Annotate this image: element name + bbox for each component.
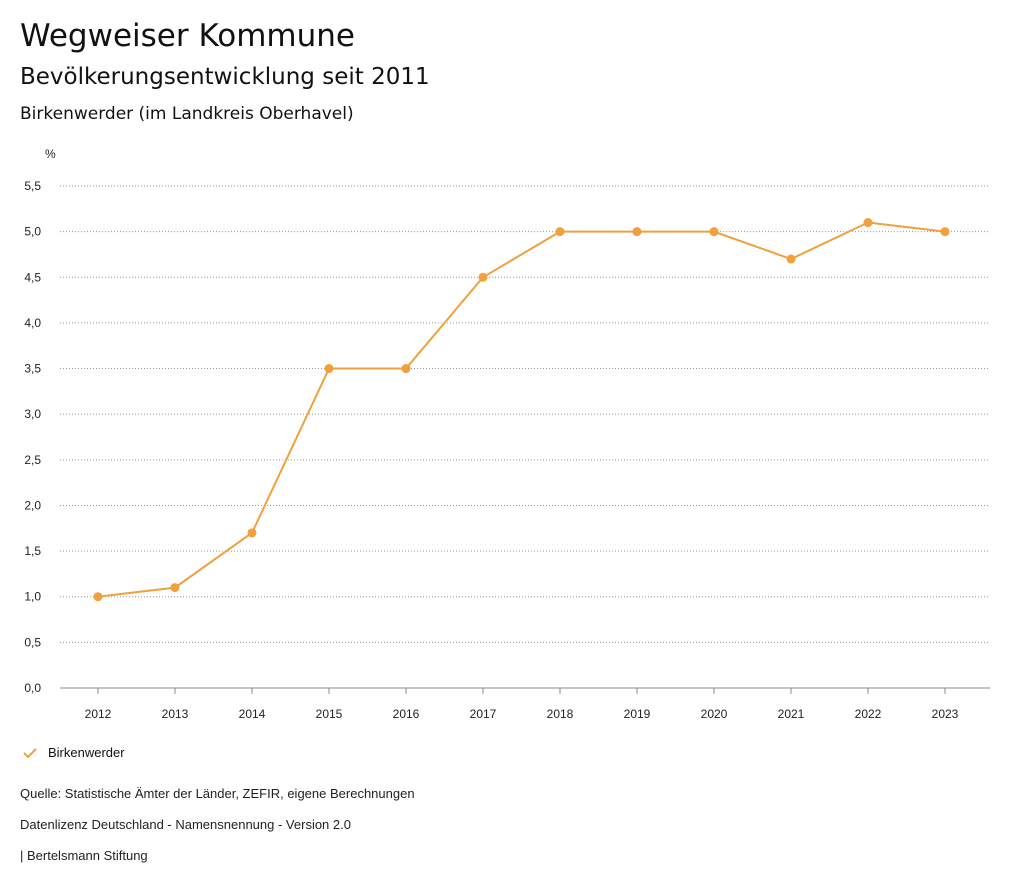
series-line-birkenwerder <box>97 221 946 598</box>
region-label: Birkenwerder (im Landkreis Oberhavel) <box>20 104 354 124</box>
x-tick-label: 2018 <box>547 707 574 721</box>
line-chart: % 0,0 0,5 1,0 1,5 2,0 2,5 3,0 3,5 4,0 4,5 5,0 5,5 2… <box>24 147 990 721</box>
x-tick-label: 2013 <box>162 707 189 721</box>
y-tick-label: 3,0 <box>24 407 41 421</box>
source-text: Quelle: Statistische Ämter der Länder, Z… <box>20 786 415 801</box>
y-tick-label: 3,5 <box>24 362 41 376</box>
check-icon <box>23 747 37 758</box>
y-tick-label: 4,5 <box>24 270 41 284</box>
y-tick-label: 1,5 <box>24 544 41 558</box>
x-tick-label: 2012 <box>85 707 112 721</box>
y-tick-label: 4,0 <box>24 316 41 330</box>
y-tick-label: 2,0 <box>24 498 41 512</box>
x-tick-label: 2020 <box>701 707 728 721</box>
x-tick-label: 2022 <box>855 707 882 721</box>
data-point[interactable] <box>170 583 180 593</box>
y-tick-label: 0,0 <box>24 681 41 695</box>
data-point[interactable] <box>478 272 488 282</box>
y-tick-label: 5,0 <box>24 225 41 239</box>
page-title: Wegweiser Kommune <box>20 18 355 54</box>
data-point[interactable] <box>632 227 642 237</box>
y-tick-label: 1,0 <box>24 590 41 604</box>
data-point[interactable] <box>709 227 719 237</box>
data-point[interactable] <box>863 218 873 228</box>
data-point[interactable] <box>401 364 411 374</box>
data-point[interactable] <box>247 528 257 538</box>
legend-item-birkenwerder[interactable]: Birkenwerder <box>22 745 125 760</box>
y-tick-label: 0,5 <box>24 635 41 649</box>
x-tick-label: 2019 <box>624 707 651 721</box>
x-tick-label: 2017 <box>470 707 497 721</box>
data-point[interactable] <box>940 227 950 237</box>
x-tick-label: 2023 <box>932 707 959 721</box>
data-point[interactable] <box>786 254 796 264</box>
publisher-text: | Bertelsmann Stiftung <box>20 848 148 863</box>
x-tick-label: 2021 <box>778 707 805 721</box>
x-tick-label: 2016 <box>393 707 420 721</box>
data-point[interactable] <box>324 364 334 374</box>
data-point[interactable] <box>555 227 565 237</box>
chart-subtitle: Bevölkerungsentwicklung seit 2011 <box>20 64 430 90</box>
x-tick-label: 2014 <box>239 707 266 721</box>
license-text: Datenlizenz Deutschland - Namensnennung … <box>20 817 351 832</box>
legend-label: Birkenwerder <box>48 745 125 760</box>
data-point[interactable] <box>93 592 103 602</box>
x-tick-label: 2015 <box>316 707 343 721</box>
y-tick-label: 5,5 <box>24 179 41 193</box>
y-tick-label: 2,5 <box>24 453 41 467</box>
y-unit-label: % <box>45 147 56 161</box>
